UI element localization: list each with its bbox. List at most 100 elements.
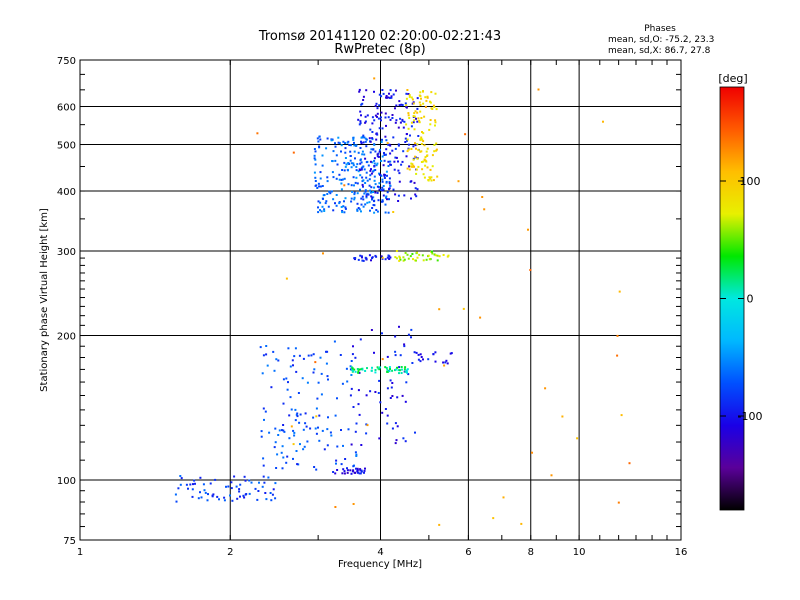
data-point [319,201,322,204]
data-point [288,414,291,417]
data-point [617,501,620,504]
data-point [361,166,364,169]
data-point [412,158,415,161]
data-point [392,93,395,96]
data-point [407,93,410,95]
data-point [212,493,215,496]
phase-stats-x: mean, sd,X: 86.7, 27.8 [608,46,711,56]
data-point [341,210,344,212]
data-point [317,200,320,203]
data-point [381,411,384,414]
data-point [387,96,390,99]
data-point [271,493,274,496]
data-point [400,372,403,374]
data-point [294,419,297,422]
data-point [341,169,344,171]
data-point [394,121,397,124]
data-point [318,135,321,138]
data-point [383,152,385,154]
data-point [483,208,486,211]
data-point [398,325,400,328]
data-point [412,102,415,105]
data-point [363,136,366,139]
data-point [356,208,359,211]
data-point [462,307,465,310]
data-point [394,335,397,338]
data-point [364,140,367,143]
data-point [353,196,356,199]
data-point [357,403,360,406]
data-point [365,423,368,426]
data-point [428,258,431,261]
data-point [187,487,189,490]
data-point [423,115,426,118]
data-point [362,179,365,182]
data-point [422,160,425,163]
data-point [360,140,362,143]
data-point [389,89,392,92]
data-point [273,446,276,449]
data-point [408,168,411,171]
data-point [387,143,390,146]
data-point [415,259,417,262]
data-point [380,141,383,143]
data-point [352,136,355,139]
data-point [301,377,304,380]
data-point [296,412,299,415]
data-point [391,117,394,119]
data-point [338,142,341,145]
data-point [370,168,372,171]
data-point [388,92,390,95]
data-point [409,255,412,258]
data-point [394,256,397,259]
data-point [411,362,414,364]
data-point [358,413,361,416]
data-point [404,440,407,443]
data-point [368,254,371,257]
data-point [332,176,335,179]
data-point [391,149,394,152]
data-point [416,97,419,100]
data-point [202,483,205,486]
data-point [244,479,247,482]
data-point [359,468,362,471]
data-point [335,462,337,465]
data-point [376,133,379,136]
data-point [369,174,372,177]
data-point [381,180,384,183]
data-point [418,119,421,122]
data-point [384,135,387,138]
data-point [354,451,357,454]
data-point [392,188,395,191]
data-point [443,364,446,367]
data-point [406,89,409,91]
data-point [278,429,281,432]
data-point [425,258,428,261]
data-point [359,338,362,341]
data-point [339,354,342,356]
data-point [408,94,411,97]
data-point [321,205,324,208]
data-point [365,195,368,198]
data-point [430,91,433,94]
data-point [352,164,355,167]
data-point [263,418,265,421]
data-point [373,162,376,165]
data-point [405,155,408,158]
data-point [320,372,323,375]
data-point [422,358,424,361]
data-point [356,470,359,473]
data-point [340,429,342,431]
data-point [292,151,295,154]
data-point [361,136,364,139]
data-point [356,163,359,166]
data-point [358,368,361,371]
data-point [180,477,183,480]
data-point [368,137,371,140]
data-point [418,121,421,124]
data-point [414,155,416,158]
data-point [417,149,420,152]
data-point [323,448,326,451]
x-tick-label: 4 [377,547,383,558]
data-point [391,395,394,397]
